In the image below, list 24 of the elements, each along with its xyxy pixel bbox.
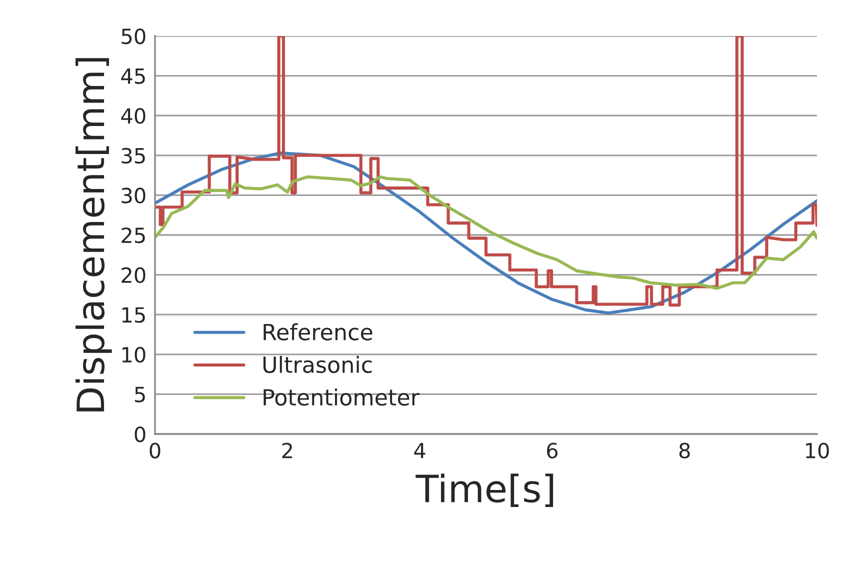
y-axis-title: Displacement[mm] — [76, 58, 112, 412]
y-tick-label: 40 — [121, 108, 146, 124]
line-series — [155, 175, 817, 290]
x-tick-label: 0 — [150, 442, 160, 458]
x-tick-label: 6 — [547, 442, 558, 458]
y-tick-label: 15 — [122, 307, 145, 323]
y-tick-label: 50 — [122, 28, 146, 44]
legend-label: Potentiometer — [264, 388, 420, 406]
y-tick-label: 35 — [122, 148, 145, 164]
legend-label: Ultrasonic — [263, 356, 372, 374]
y-tick-label: 45 — [121, 68, 145, 84]
y-tick-label: 10 — [122, 346, 146, 363]
x-axis-title: Time[s] — [416, 474, 554, 508]
line-series — [155, 36, 817, 307]
y-tick-label: 20 — [122, 267, 146, 284]
y-tick-label: 25 — [122, 227, 145, 244]
y-tick-label: 0 — [134, 426, 146, 442]
x-tick-label: 10 — [806, 442, 829, 458]
x-tick-label: 4 — [414, 442, 426, 458]
y-tick-label: 5 — [135, 386, 145, 402]
y-tick-label: 30 — [122, 188, 146, 204]
legend-label: Reference — [264, 323, 372, 340]
x-tick-label: 2 — [282, 442, 292, 458]
x-tick-label: 8 — [679, 442, 690, 458]
